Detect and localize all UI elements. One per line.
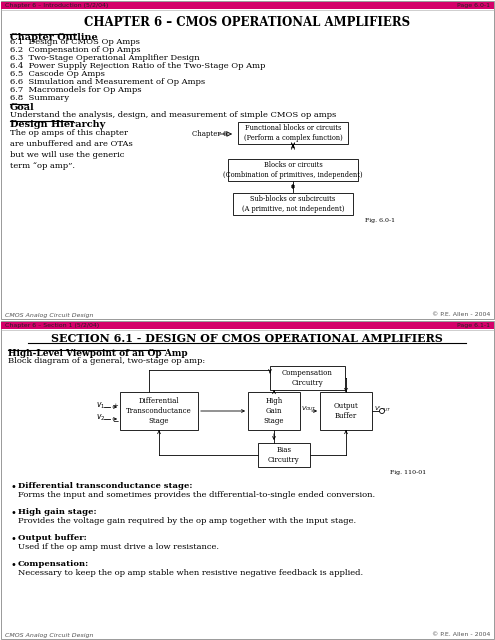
Text: Used if the op amp must drive a low resistance.: Used if the op amp must drive a low resi…: [18, 543, 219, 551]
Text: •: •: [10, 534, 16, 544]
Text: CHAPTER 6 – CMOS OPERATIONAL AMPLIFIERS: CHAPTER 6 – CMOS OPERATIONAL AMPLIFIERS: [84, 15, 410, 29]
Text: © P.E. Allen - 2004: © P.E. Allen - 2004: [432, 632, 490, 637]
Text: Differential
Transconductance
Stage: Differential Transconductance Stage: [126, 397, 192, 425]
Text: CMOS Analog Circuit Design: CMOS Analog Circuit Design: [5, 632, 94, 637]
Text: 6.4  Power Supply Rejection Ratio of the Two-Stage Op Amp: 6.4 Power Supply Rejection Ratio of the …: [10, 62, 265, 70]
Bar: [320, 392, 372, 430]
Text: SECTION 6.1 - DESIGN OF CMOS OPERATIONAL AMPLIFIERS: SECTION 6.1 - DESIGN OF CMOS OPERATIONAL…: [51, 333, 443, 344]
Text: Compensation:: Compensation:: [18, 560, 89, 568]
Text: Fig. 110-01: Fig. 110-01: [390, 470, 426, 475]
Text: Blocks or circuits
(Combination of primitives, independent): Blocks or circuits (Combination of primi…: [223, 161, 363, 179]
Text: Provides the voltage gain required by the op amp together with the input stage.: Provides the voltage gain required by th…: [18, 517, 356, 525]
Text: •: •: [10, 482, 16, 492]
Text: $V_{OUT}$: $V_{OUT}$: [301, 404, 317, 413]
Bar: [233, 193, 353, 215]
Bar: [1, 322, 494, 329]
Text: Fig. 6.0-1: Fig. 6.0-1: [365, 218, 395, 223]
Text: +: +: [112, 401, 118, 410]
Text: © P.E. Allen - 2004: © P.E. Allen - 2004: [432, 312, 490, 317]
Text: 6.7  Macromodels for Op Amps: 6.7 Macromodels for Op Amps: [10, 86, 142, 94]
Text: $-$: $-$: [112, 415, 120, 424]
Text: Page 6.0-1: Page 6.0-1: [457, 3, 490, 8]
Text: Output
Buffer: Output Buffer: [334, 402, 358, 420]
Bar: [248, 392, 300, 430]
Text: High-Level Viewpoint of an Op Amp: High-Level Viewpoint of an Op Amp: [8, 349, 188, 358]
Text: Differential transconductance stage:: Differential transconductance stage:: [18, 482, 193, 490]
Text: High gain stage:: High gain stage:: [18, 508, 97, 516]
Text: Forms the input and sometimes provides the differential-to-single ended conversi: Forms the input and sometimes provides t…: [18, 491, 375, 499]
Text: Page 6.1-1: Page 6.1-1: [457, 323, 490, 328]
Text: •: •: [10, 508, 16, 518]
Text: 6.3  Two-Stage Operational Amplifier Design: 6.3 Two-Stage Operational Amplifier Desi…: [10, 54, 199, 62]
Text: Chapter 6 – Section 1 (5/2/04): Chapter 6 – Section 1 (5/2/04): [5, 323, 99, 328]
Text: Chapter 6 – Introduction (5/2/04): Chapter 6 – Introduction (5/2/04): [5, 3, 108, 8]
Circle shape: [380, 408, 385, 413]
Text: $v_2$: $v_2$: [96, 413, 105, 423]
Text: 6.6  Simulation and Measurement of Op Amps: 6.6 Simulation and Measurement of Op Amp…: [10, 78, 205, 86]
Text: Chapter Outline: Chapter Outline: [10, 33, 98, 42]
Text: $v_1$: $v_1$: [96, 401, 105, 412]
Text: Compensation
Circuitry: Compensation Circuitry: [282, 369, 333, 387]
Text: The op amps of this chapter
are unbuffered and are OTAs
but we will use the gene: The op amps of this chapter are unbuffer…: [10, 129, 133, 170]
Text: Block diagram of a general, two-stage op amp:: Block diagram of a general, two-stage op…: [8, 357, 205, 365]
Text: $V'_{OUT}$: $V'_{OUT}$: [374, 404, 392, 414]
Text: •: •: [10, 560, 16, 570]
Text: 6.5  Cascode Op Amps: 6.5 Cascode Op Amps: [10, 70, 105, 78]
Text: CMOS Analog Circuit Design: CMOS Analog Circuit Design: [5, 312, 94, 317]
Bar: [228, 159, 358, 181]
Text: Necessary to keep the op amp stable when resistive negative feedback is applied.: Necessary to keep the op amp stable when…: [18, 569, 363, 577]
Bar: [238, 122, 348, 144]
Text: Output buffer:: Output buffer:: [18, 534, 87, 542]
Text: 6.8  Summary: 6.8 Summary: [10, 94, 69, 102]
Text: Bias
Circuitry: Bias Circuitry: [268, 446, 300, 464]
Bar: [120, 392, 198, 430]
Text: Design Hierarchy: Design Hierarchy: [10, 120, 105, 129]
Text: Functional blocks or circuits
(Perform a complex function): Functional blocks or circuits (Perform a…: [244, 124, 343, 142]
Text: Chapter 6: Chapter 6: [192, 130, 228, 138]
Text: Goal: Goal: [10, 103, 35, 112]
Bar: [270, 366, 345, 390]
Text: 6.1  Design of CMOS Op Amps: 6.1 Design of CMOS Op Amps: [10, 38, 140, 46]
Text: Understand the analysis, design, and measurement of simple CMOS op amps: Understand the analysis, design, and mea…: [10, 111, 336, 119]
Text: High
Gain
Stage: High Gain Stage: [264, 397, 284, 425]
Text: 6.2  Compensation of Op Amps: 6.2 Compensation of Op Amps: [10, 46, 141, 54]
Text: Sub-blocks or subcircuits
(A primitive, not independent): Sub-blocks or subcircuits (A primitive, …: [242, 195, 344, 213]
Bar: [1, 2, 494, 9]
Bar: [258, 443, 310, 467]
